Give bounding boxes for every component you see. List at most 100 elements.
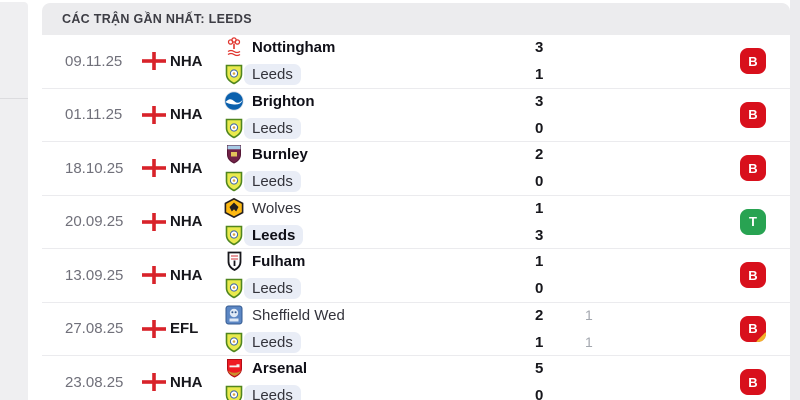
leeds-logo-icon (224, 118, 244, 139)
result-badge: B (740, 155, 766, 182)
result-badge: B (740, 48, 766, 75)
leeds-logo-icon (224, 64, 244, 85)
opponent-team[interactable]: Wolves (224, 196, 535, 220)
leeds-team[interactable]: Leeds (224, 330, 535, 354)
match-row[interactable]: 13.09.25 NHA Fulham Leeds 1 0 B (42, 249, 790, 303)
competition-label: NHA (170, 159, 203, 177)
england-flag-icon (142, 373, 170, 392)
opponent-team[interactable]: Arsenal (224, 357, 535, 381)
team-name: Fulham (252, 253, 306, 271)
opponent-secondary-score (585, 89, 740, 113)
leeds-score: 0 (535, 280, 544, 298)
result-letter: B (748, 160, 758, 176)
result-letter: B (748, 53, 758, 69)
england-flag-icon (142, 319, 170, 338)
opponent-team[interactable]: Brighton (224, 89, 535, 113)
teams-column: Brighton Leeds (224, 89, 535, 140)
wolves-logo-icon (224, 198, 244, 219)
opponent-team[interactable]: Burnley (224, 143, 535, 167)
sheffwed-logo-icon (224, 305, 244, 325)
result-letter: B (748, 267, 758, 283)
opponent-score: 1 (535, 253, 544, 271)
match-date: 13.09.25 (65, 266, 124, 284)
leeds-score: 0 (535, 119, 544, 137)
opponent-team[interactable]: Nottingham (224, 36, 535, 60)
leeds-score: 1 (535, 333, 544, 351)
teams-column: Fulham Leeds (224, 250, 535, 301)
team-name: Burnley (252, 146, 308, 164)
opponent-score: 3 (535, 39, 544, 57)
opponent-secondary-score (585, 143, 740, 167)
match-row[interactable]: 09.11.25 NHA Nottingham Leeds 3 1 B (42, 35, 790, 89)
leeds-secondary-score (585, 170, 740, 194)
opponent-score: 2 (535, 146, 544, 164)
competition-label: NHA (170, 52, 203, 70)
result-badge: T (740, 208, 766, 235)
fulham-logo-icon (224, 251, 244, 272)
england-flag-icon (142, 52, 170, 71)
team-name: Brighton (252, 92, 315, 110)
brighton-logo-icon (224, 91, 244, 111)
opponent-score: 5 (535, 360, 544, 378)
team-name: Leeds (244, 171, 301, 193)
leeds-team[interactable]: Leeds (224, 223, 535, 247)
england-flag-icon (142, 212, 170, 231)
team-name: Nottingham (252, 39, 336, 57)
match-date: 01.11.25 (65, 106, 123, 124)
team-name: Leeds (244, 224, 304, 246)
match-row[interactable]: 27.08.25 EFL Sheffield Wed Leeds 2 1 1 1 B (42, 302, 790, 356)
leeds-team[interactable]: Leeds (224, 384, 535, 400)
secondary-score-column (585, 196, 740, 247)
leeds-team[interactable]: Leeds (224, 170, 535, 194)
team-name: Leeds (244, 64, 301, 86)
secondary-score-column (585, 89, 740, 140)
leeds-logo-icon (224, 225, 244, 246)
result-badge: B (740, 369, 766, 396)
team-name: Wolves (252, 199, 301, 217)
result-letter: T (749, 214, 757, 230)
opponent-score: 3 (535, 92, 544, 110)
team-name: Leeds (244, 117, 301, 139)
competition-label: NHA (170, 266, 203, 284)
match-date: 09.11.25 (65, 52, 123, 70)
opponent-secondary-score (585, 357, 740, 381)
opponent-secondary-score: 1 (585, 307, 593, 324)
match-list: 09.11.25 NHA Nottingham Leeds 3 1 B 01.11.25 NHA… (42, 35, 790, 400)
secondary-score-column (585, 357, 740, 400)
leeds-logo-icon (224, 385, 244, 400)
team-name: Sheffield Wed (252, 306, 345, 324)
team-name: Leeds (244, 278, 301, 300)
leeds-logo-icon (224, 278, 244, 299)
opponent-team[interactable]: Fulham (224, 250, 535, 274)
opponent-secondary-score (585, 250, 740, 274)
team-name: Arsenal (252, 360, 308, 378)
secondary-score-column (585, 36, 740, 87)
match-date: 20.09.25 (65, 213, 124, 231)
team-name: Leeds (244, 385, 301, 400)
match-row[interactable]: 20.09.25 NHA Wolves Leeds 1 3 T (42, 195, 790, 249)
leeds-logo-icon (224, 332, 244, 353)
opponent-score: 2 (535, 306, 544, 324)
opponent-score: 1 (535, 199, 544, 217)
leeds-team[interactable]: Leeds (224, 116, 535, 140)
card-title: CÁC TRẬN GẦN NHẤT: LEEDS (62, 12, 252, 26)
arsenal-logo-icon (224, 358, 244, 379)
leeds-team[interactable]: Leeds (224, 277, 535, 301)
match-date: 27.08.25 (65, 320, 124, 338)
opponent-team[interactable]: Sheffield Wed (224, 303, 535, 327)
leeds-logo-icon (224, 171, 244, 192)
team-name: Leeds (244, 331, 301, 353)
opponent-secondary-score (585, 36, 740, 60)
leeds-team[interactable]: Leeds (224, 63, 535, 87)
match-row[interactable]: 01.11.25 NHA Brighton Leeds 3 0 B (42, 88, 790, 142)
leeds-secondary-score: 1 (585, 334, 593, 351)
match-row[interactable]: 18.10.25 NHA Burnley Leeds 2 0 B (42, 142, 790, 196)
adjacent-panel-edge (0, 2, 28, 400)
match-row[interactable]: 23.08.25 NHA Arsenal Leeds 5 0 B (42, 356, 790, 400)
teams-column: Nottingham Leeds (224, 36, 535, 87)
teams-column: Sheffield Wed Leeds (224, 303, 535, 354)
